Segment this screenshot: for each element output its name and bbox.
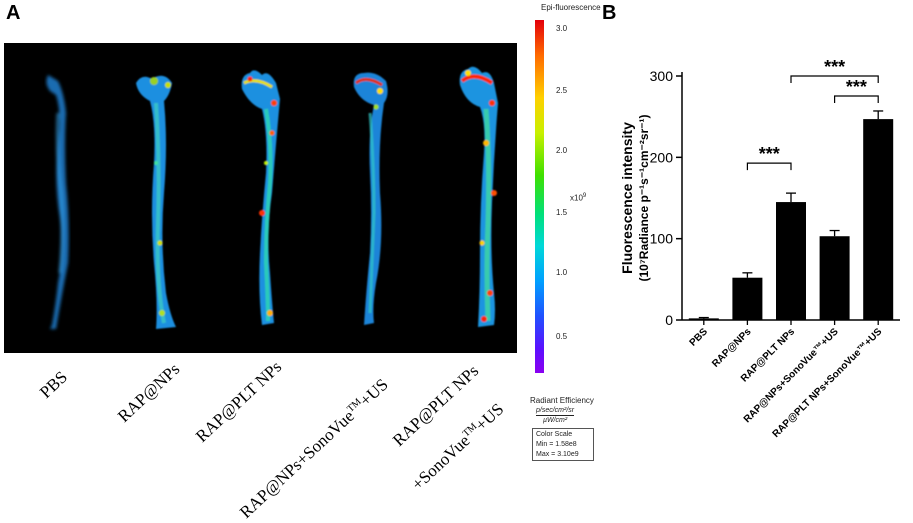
bar-chart: Fluorescence intensity (10⁷Radiance p⁻¹s… — [619, 57, 900, 440]
radiant-efficiency-label: Radiant Efficiency — [530, 396, 594, 405]
bar — [863, 119, 894, 321]
fluorescence-image — [4, 43, 517, 353]
colorbar-tick: 2.5 — [556, 86, 568, 95]
significance-brackets: ********* — [746, 57, 879, 171]
panel-b-letter: B — [602, 2, 617, 24]
color-scale-max: Max = 3.10e9 — [536, 451, 579, 458]
bar — [732, 277, 763, 320]
colorbar-tick: 1.5 — [556, 208, 568, 217]
bars — [688, 119, 894, 321]
colorbar-tick: 0.5 — [556, 332, 568, 341]
bar — [688, 318, 719, 320]
y-ticks: 0 100 200 300 — [650, 68, 682, 328]
colorbar-gradient — [535, 20, 544, 373]
error-bars — [698, 110, 884, 319]
radiant-efficiency-units: p/sec/cm²/sr µW/cm² — [536, 407, 575, 424]
aorta-images — [46, 66, 498, 329]
aorta-rap-plt-nps-sonovue-us — [459, 66, 498, 327]
color-scale-title: Color Scale — [536, 431, 573, 438]
y-tick-label: 200 — [650, 149, 674, 165]
y-axis-label: Fluorescence intensity (10⁷Radiance p⁻¹s… — [619, 115, 651, 282]
y-tick-label: 100 — [650, 231, 674, 247]
colorbar-title: Epi-fluorescence — [541, 3, 601, 12]
significance-bracket — [790, 75, 879, 83]
color-scale-box: Color Scale Min = 1.58e8 Max = 3.10e9 — [532, 428, 594, 461]
x-tick-label: PBS — [688, 326, 711, 349]
significance-bracket — [746, 162, 792, 171]
colorbar-exponent: x109 — [570, 193, 587, 203]
bar — [819, 236, 850, 320]
y-axis-label-line2: (10⁷Radiance p⁻¹s⁻¹cm⁻²sr⁻¹) — [637, 115, 651, 282]
x-tick-label: RAP@NPs — [710, 326, 754, 370]
colorbar-tick: 3.0 — [556, 24, 568, 33]
panel-a-letter: A — [6, 2, 21, 24]
group-label-rap-plt-nps: RAP@PLT NPs — [192, 357, 286, 446]
aorta-rap-nps-sonovue-us — [353, 72, 388, 326]
y-tick-label: 0 — [665, 312, 673, 328]
y-tick-label: 300 — [650, 68, 674, 84]
significance-label: *** — [824, 57, 845, 77]
group-label-pbs: PBS — [36, 367, 72, 402]
color-scale-min: Min = 1.58e8 — [536, 441, 577, 448]
group-label-rap-nps: RAP@NPs — [114, 359, 184, 426]
significance-label: *** — [759, 144, 780, 164]
colorbar-tick: 1.0 — [556, 268, 568, 277]
bar — [776, 202, 806, 320]
aorta-rap-nps — [136, 75, 176, 329]
significance-bracket — [834, 95, 879, 103]
aorta-pbs — [46, 75, 69, 329]
y-axis-label-line1: Fluorescence intensity — [619, 122, 635, 274]
group-label-rap-nps-sonovue-us: RAP@NPs+SonoVueTM+US — [236, 374, 392, 522]
significance-label: *** — [846, 77, 867, 97]
aorta-rap-plt-nps — [241, 70, 280, 325]
colorbar-tick: 2.0 — [556, 146, 568, 155]
